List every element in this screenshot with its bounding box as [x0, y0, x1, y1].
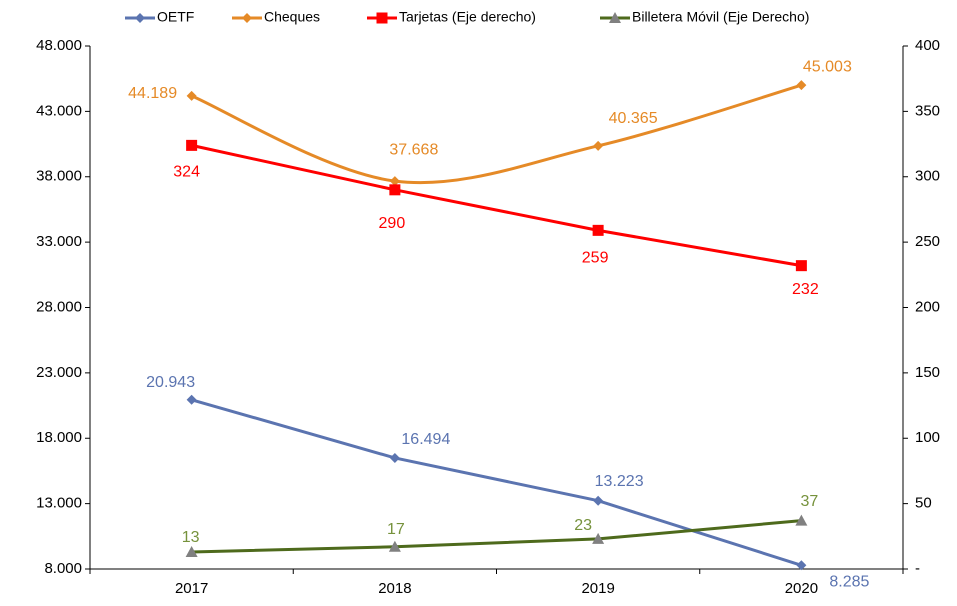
series-line — [191, 519, 802, 554]
legend-label: OETF — [157, 9, 194, 25]
y2-tick-label: 400 — [915, 37, 940, 54]
y-tick-label: 43.000 — [36, 102, 82, 119]
y2-tick-label: 50 — [915, 495, 932, 512]
x-tick-label: 2020 — [785, 580, 818, 597]
y2-tick-label: 150 — [915, 364, 940, 381]
x-tick-label: 2017 — [175, 580, 208, 597]
y-tick-label: 18.000 — [36, 429, 82, 446]
x-tick-label: 2019 — [581, 580, 614, 597]
series-line — [191, 398, 802, 567]
data-point — [186, 139, 198, 151]
y-tick-label: 8.000 — [44, 560, 82, 577]
data-label: 37 — [800, 493, 818, 510]
data-label: 259 — [582, 250, 609, 267]
legend-marker — [609, 12, 621, 23]
data-point — [593, 140, 604, 151]
data-point — [795, 514, 808, 526]
legend-label: Tarjetas (Eje derecho) — [399, 9, 536, 25]
series-line — [191, 83, 802, 185]
legend-marker — [135, 13, 145, 23]
y2-tick-label: 300 — [915, 168, 940, 185]
data-point — [389, 452, 400, 463]
y-tick-label: 38.000 — [36, 168, 82, 185]
y2-tick-label: 250 — [915, 233, 940, 250]
data-point — [796, 560, 807, 571]
data-label: 324 — [173, 164, 200, 181]
y-tick-label: 23.000 — [36, 364, 82, 381]
data-label: 232 — [792, 281, 819, 298]
legend-marker — [376, 12, 388, 24]
data-label: 16.494 — [401, 431, 450, 448]
legend-marker — [242, 13, 252, 23]
data-point — [389, 184, 401, 196]
data-label: 37.668 — [389, 141, 438, 158]
data-point — [592, 532, 605, 544]
y-tick-label: 28.000 — [36, 298, 82, 315]
data-point — [186, 90, 197, 101]
y2-tick-label: 350 — [915, 102, 940, 119]
data-label: 44.189 — [128, 85, 177, 102]
series-line — [191, 143, 802, 268]
y2-tick-label: - — [915, 560, 920, 577]
data-label: 8.285 — [829, 573, 869, 590]
y-tick-label: 33.000 — [36, 233, 82, 250]
data-point — [593, 495, 604, 506]
data-label: 290 — [379, 215, 406, 232]
data-point — [186, 394, 197, 405]
y2-tick-label: 200 — [915, 298, 940, 315]
data-label: 40.365 — [609, 110, 658, 127]
legend-label: Cheques — [264, 9, 320, 25]
legend-label: Billetera Móvil (Eje Derecho) — [632, 9, 809, 25]
data-label: 20.943 — [146, 374, 195, 391]
data-label: 45.003 — [803, 58, 852, 75]
data-point — [795, 260, 807, 272]
y-tick-label: 48.000 — [36, 37, 82, 54]
data-point — [592, 224, 604, 236]
y-tick-label: 13.000 — [36, 495, 82, 512]
data-label: 13.223 — [595, 473, 644, 490]
data-label: 23 — [574, 517, 592, 534]
data-point — [388, 540, 401, 552]
y2-tick-label: 100 — [915, 429, 940, 446]
x-tick-label: 2018 — [378, 580, 411, 597]
data-point — [389, 176, 400, 187]
data-label: 13 — [182, 529, 200, 546]
data-point — [185, 546, 198, 558]
data-point — [796, 80, 807, 91]
data-label: 17 — [387, 521, 405, 538]
